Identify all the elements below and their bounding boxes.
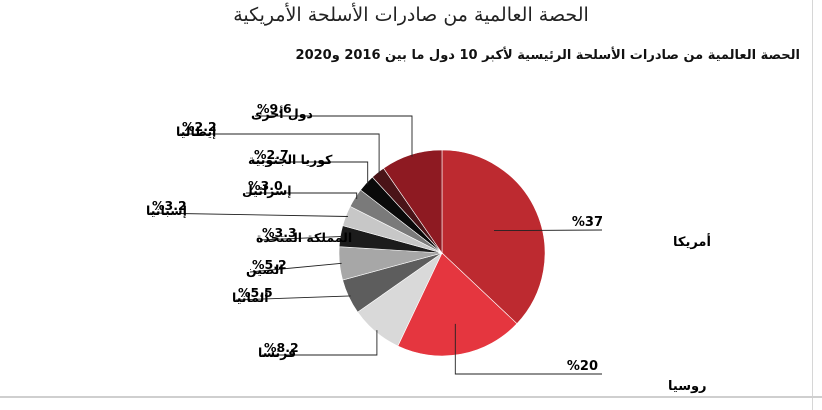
category-label-3: ألمانيا <box>232 289 269 305</box>
label-group-0: %37 أمريكا <box>572 215 711 250</box>
category-label-2: فرنسا <box>258 345 296 360</box>
category-label-7: إسرائيل <box>242 183 292 198</box>
value-label-7: %3.0 <box>248 178 283 193</box>
bottom-rule <box>0 396 822 398</box>
value-label-1: %20 <box>567 359 598 374</box>
leader-line-2 <box>262 330 378 356</box>
leader-line-0 <box>493 229 603 232</box>
value-label-9: %2.2 <box>182 119 217 134</box>
category-label-10: دول أخرى <box>251 105 313 121</box>
category-label-0: أمريكا <box>673 233 711 250</box>
slice-10 <box>383 149 443 254</box>
category-label-9: إيطاليا <box>176 124 216 139</box>
value-label-2: %8.2 <box>264 340 299 355</box>
leader-line-1 <box>454 323 602 375</box>
chart-subtitle: الحصة العالمية من صادرات الأسلحة الرئيسي… <box>295 48 800 63</box>
leader-line-4 <box>249 262 342 273</box>
leader-line-8 <box>252 161 369 185</box>
value-label-8: %2.7 <box>254 147 289 162</box>
category-label-4: الصين <box>246 262 284 277</box>
value-label-10: %9.6 <box>257 101 292 116</box>
slice-1 <box>397 252 518 357</box>
value-label-3: %5.5 <box>238 285 273 300</box>
category-label-5: المملكة المتحدة <box>256 230 352 245</box>
category-label-1: روسيا <box>668 379 707 394</box>
chart-title: الحصة العالمية من صادرات الأسلحة الأمريك… <box>233 4 589 26</box>
leader-line-3 <box>235 295 351 301</box>
leader-line-9 <box>180 133 380 175</box>
slice-0 <box>441 149 546 325</box>
leader-line-7 <box>246 192 358 199</box>
value-label-0: %37 <box>572 215 603 230</box>
leader-line-6 <box>149 212 348 217</box>
leader-line-10 <box>255 115 413 157</box>
value-label-5: %3.3 <box>262 225 297 240</box>
label-group-1: %20 روسيا <box>567 359 707 394</box>
right-divider <box>812 0 813 410</box>
value-label-4: %5.2 <box>252 257 287 272</box>
leader-line-5 <box>259 235 343 241</box>
category-label-6: إسبانيا <box>146 203 187 218</box>
category-label-8: كوريا الجنوبية <box>248 152 333 167</box>
value-label-6: %3.2 <box>152 198 187 213</box>
